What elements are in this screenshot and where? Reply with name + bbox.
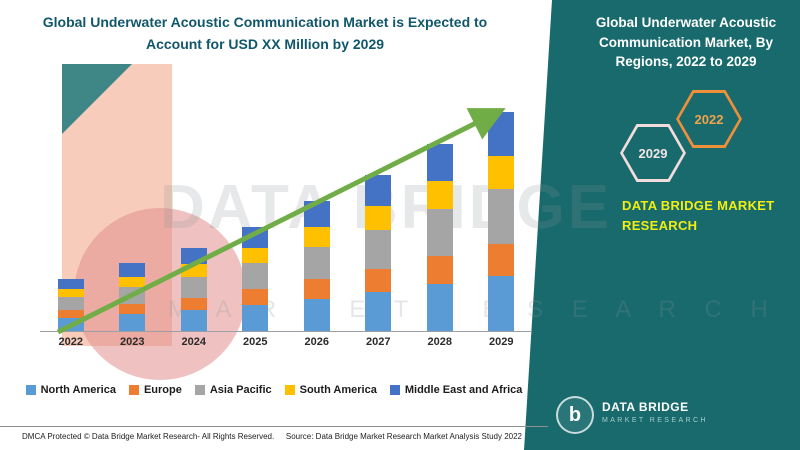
legend-swatch (25, 385, 36, 395)
x-axis-label-2025: 2025 (243, 336, 268, 348)
segment-north-america (365, 291, 392, 331)
chart-title: Global Underwater Acoustic Communication… (42, 14, 488, 52)
segment-south-america (488, 156, 515, 189)
segment-asia-pacific (365, 229, 392, 269)
legend-item-europe: Europe (128, 384, 182, 396)
legend-swatch (128, 385, 139, 395)
legend-swatch (389, 385, 400, 395)
x-axis-label-2026: 2026 (304, 336, 329, 348)
legend-label: South America (299, 384, 377, 396)
stacked-bar-chart: 2022 2023 2024 2025 2026 2027 2028 2029 (40, 96, 532, 378)
bar-area (347, 96, 409, 332)
x-axis-label-2029: 2029 (489, 336, 514, 348)
bar-column-2025: 2025 (224, 96, 286, 356)
segment-south-america (365, 206, 392, 230)
segment-asia-pacific (488, 188, 515, 244)
bar-column-2026: 2026 (286, 96, 348, 356)
hexagon-2029: 2029 (620, 124, 686, 182)
company-logo: b DATA BRIDGE MARKET RESEARCH (556, 396, 708, 434)
legend-label: Middle East and Africa (404, 384, 523, 396)
bar-area (224, 96, 286, 332)
segment-north-america (242, 304, 269, 331)
legend-item-asia-pacific: Asia Pacific (194, 384, 272, 396)
dmca-notice: DMCA Protected © Data Bridge Market Rese… (22, 432, 275, 441)
stacked-bar-2028 (426, 143, 453, 331)
stacked-bar-2027 (365, 174, 392, 331)
segment-south-america (426, 181, 453, 210)
source-note: Source: Data Bridge Market Research Mark… (285, 432, 522, 441)
stacked-bar-2025 (242, 226, 269, 331)
legend-item-north-america: North America (25, 384, 116, 396)
segment-north-america (488, 276, 515, 331)
segment-asia-pacific (242, 263, 269, 290)
chart-legend: North America Europe Asia Pacific South Ame… (0, 384, 548, 396)
logo-name: DATA BRIDGE (602, 400, 689, 414)
x-axis-label-2027: 2027 (366, 336, 391, 348)
segment-europe (426, 256, 453, 285)
segment-north-america (426, 284, 453, 331)
stacked-bar-2026 (303, 200, 330, 331)
logo-b-icon: b (556, 396, 594, 434)
legend-item-middle-east-and-africa: Middle East and Africa (389, 384, 523, 396)
footer-bar: DMCA Protected © Data Bridge Market Rese… (0, 426, 548, 441)
segment-south-america (242, 247, 269, 264)
brand-name-text: DATA BRIDGE MARKET RESEARCH (622, 198, 775, 233)
segment-asia-pacific (303, 246, 330, 279)
segment-europe (365, 268, 392, 292)
logo-text-block: DATA BRIDGE MARKET RESEARCH (602, 396, 708, 424)
legend-label: Asia Pacific (209, 384, 272, 396)
bar-column-2028: 2028 (409, 96, 471, 356)
legend-swatch (284, 385, 295, 395)
logo-tagline: MARKET RESEARCH (602, 417, 708, 424)
legend-swatch (194, 385, 205, 395)
segment-europe (488, 243, 515, 277)
legend-item-south-america: South America (284, 384, 377, 396)
x-axis-label-2028: 2028 (427, 336, 452, 348)
legend-label: Europe (143, 384, 182, 396)
segment-north-america (303, 298, 330, 331)
segment-south-america (303, 226, 330, 247)
segment-middle-east-and-africa (426, 143, 453, 182)
bar-area (286, 96, 348, 332)
bar-area (409, 96, 471, 332)
segment-middle-east-and-africa (365, 174, 392, 207)
trend-arrow (56, 108, 506, 335)
segment-europe (303, 278, 330, 299)
bar-column-2027: 2027 (347, 96, 409, 356)
panel-title: Global Underwater Acoustic Communication… (595, 15, 777, 70)
hexagon-2029-label: 2029 (623, 127, 683, 179)
legend-label: North America (40, 384, 116, 396)
hexagon-2022-label: 2022 (679, 93, 739, 145)
segment-europe (242, 289, 269, 305)
segment-asia-pacific (426, 209, 453, 257)
